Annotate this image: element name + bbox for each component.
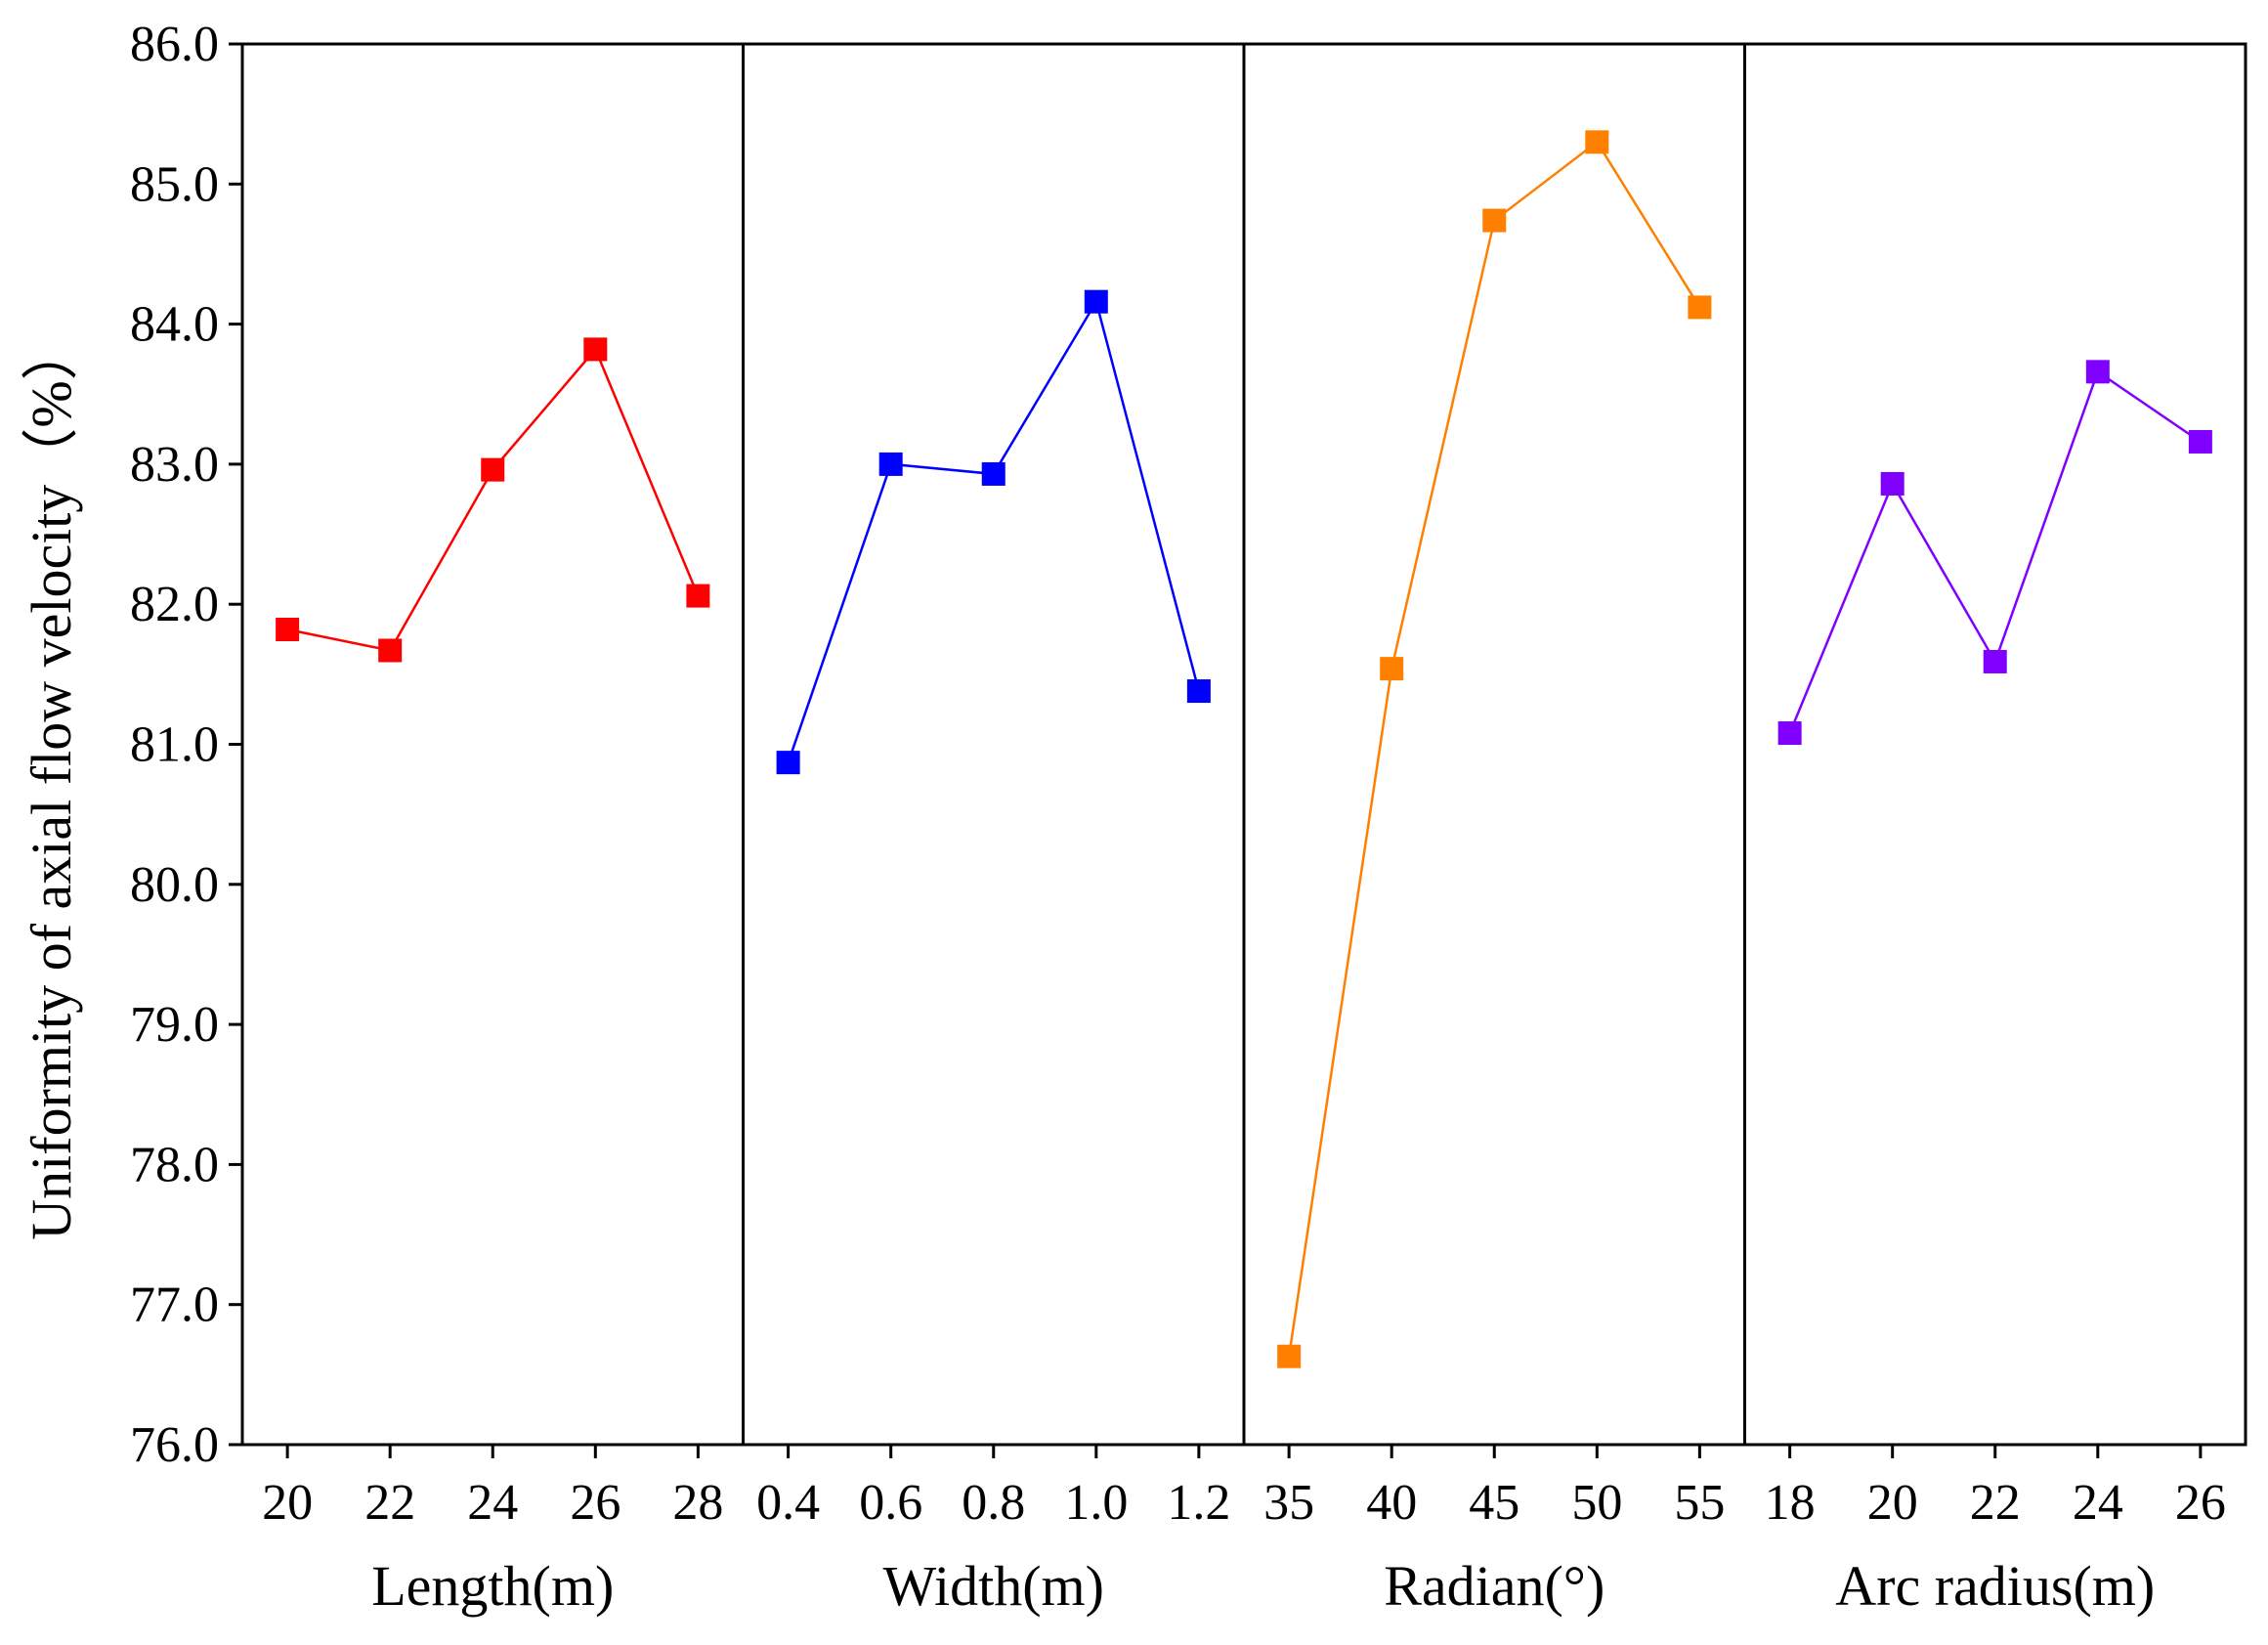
data-point [1983, 649, 2007, 673]
data-point [276, 617, 300, 641]
data-point [1777, 721, 1802, 746]
y-tick-label: 85.0 [130, 156, 219, 212]
x-tick-label: 18 [1765, 1475, 1816, 1531]
y-tick-label: 80.0 [130, 857, 219, 913]
x-tick-label: 0.4 [756, 1475, 820, 1531]
data-point [2188, 429, 2212, 454]
data-point [1084, 289, 1108, 314]
x-tick-label: 40 [1366, 1475, 1417, 1531]
x-tick-label: 20 [1867, 1475, 1918, 1531]
data-point [583, 337, 608, 362]
x-tick-label: 50 [1571, 1475, 1622, 1531]
series-line [787, 298, 1201, 763]
x-tick-label: 22 [364, 1475, 415, 1531]
x-axis-title: Length(m) [371, 1554, 614, 1618]
x-tick-label: 1.0 [1064, 1475, 1128, 1531]
x-axis-title: Arc radius(m) [1835, 1554, 2155, 1618]
x-tick-label: 28 [672, 1475, 723, 1531]
x-tick-label: 20 [262, 1475, 313, 1531]
panel-3: 35 40 45 50 55 Radian(°) [1263, 130, 1725, 1618]
data-point [2085, 360, 2110, 384]
series-line [286, 347, 700, 652]
data-point [378, 638, 403, 663]
y-tick-label: 76.0 [130, 1417, 219, 1473]
data-point [1482, 208, 1507, 233]
data-point [481, 457, 505, 482]
x-tick-label: 45 [1469, 1475, 1519, 1531]
data-point [1880, 471, 1904, 496]
y-tick-label: 86.0 [130, 17, 219, 72]
y-axis-title: Uniformity of axial flow velocity（%） [20, 324, 83, 1239]
panel-4: 18 20 22 24 26 Arc radius(m) [1765, 360, 2226, 1618]
panels: 20 22 24 26 28 Length(m) 0.4 0.6 0.8 1.0 1.2 Width(… [262, 130, 2226, 1618]
x-axis-title: Width(m) [883, 1554, 1104, 1618]
y-tick-label: 79.0 [130, 997, 219, 1053]
y-axis: 76.0 77.0 78.0 79.0 80.0 81.0 82.0 83.0 84.0 85.0… [130, 17, 242, 1473]
y-tick-label: 77.0 [130, 1277, 219, 1333]
data-point [686, 584, 710, 608]
x-tick-label: 26 [570, 1475, 620, 1531]
series-line [1287, 140, 1701, 1357]
x-tick-label: 55 [1674, 1475, 1725, 1531]
data-point [878, 452, 903, 476]
data-point [1380, 657, 1404, 681]
panel-1: 20 22 24 26 28 Length(m) [262, 337, 723, 1618]
data-point [1277, 1344, 1302, 1368]
x-tick-label: 1.2 [1167, 1475, 1230, 1531]
y-tick-label: 84.0 [130, 297, 219, 353]
x-tick-label: 26 [2175, 1475, 2226, 1531]
x-tick-label: 22 [1970, 1475, 2021, 1531]
x-tick-label: 0.6 [859, 1475, 922, 1531]
plot-frame [240, 42, 2247, 1447]
x-tick-label: 24 [2073, 1475, 2123, 1531]
data-point [981, 461, 1006, 486]
series-line [1788, 369, 2202, 734]
x-tick-label: 24 [467, 1475, 518, 1531]
data-point [776, 751, 800, 775]
y-tick-label: 83.0 [130, 437, 219, 493]
y-tick-label: 82.0 [130, 577, 219, 632]
y-tick-label: 81.0 [130, 717, 219, 773]
x-axis-title: Radian(°) [1384, 1554, 1605, 1618]
data-point [1585, 130, 1609, 154]
x-tick-label: 35 [1263, 1475, 1314, 1531]
y-tick-label: 78.0 [130, 1137, 219, 1192]
data-point [1688, 295, 1712, 320]
panel-2: 0.4 0.6 0.8 1.0 1.2 Width(m) [756, 289, 1230, 1618]
x-tick-label: 0.8 [962, 1475, 1025, 1531]
data-point [1186, 679, 1211, 704]
